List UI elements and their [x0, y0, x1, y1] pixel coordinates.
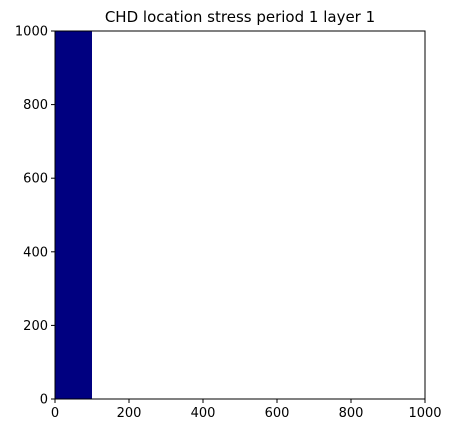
heatmap-cell-0 [55, 31, 92, 399]
x-tick-label-2: 400 [191, 406, 216, 421]
y-tick-label-2: 400 [23, 245, 48, 260]
x-tick-label-3: 600 [265, 406, 290, 421]
x-tick-label-4: 800 [339, 406, 364, 421]
plot-background [55, 31, 425, 399]
x-tick-label-0: 0 [51, 406, 59, 421]
y-tick-label-1: 200 [23, 319, 48, 334]
y-tick-label-5: 1000 [15, 25, 48, 40]
x-tick-label-1: 200 [117, 406, 142, 421]
y-tick-label-4: 800 [23, 98, 48, 113]
x-axis: 0 200 400 600 800 1000 [51, 399, 442, 421]
y-axis: 0 200 400 600 800 1000 [15, 25, 55, 408]
chart-title: CHD location stress period 1 layer 1 [105, 8, 375, 26]
plot-frame [54, 30, 426, 400]
y-tick-label-3: 600 [23, 172, 48, 187]
x-tick-label-5: 1000 [408, 406, 441, 421]
y-tick-label-0: 0 [40, 393, 48, 408]
heatmap-cells [55, 31, 92, 399]
